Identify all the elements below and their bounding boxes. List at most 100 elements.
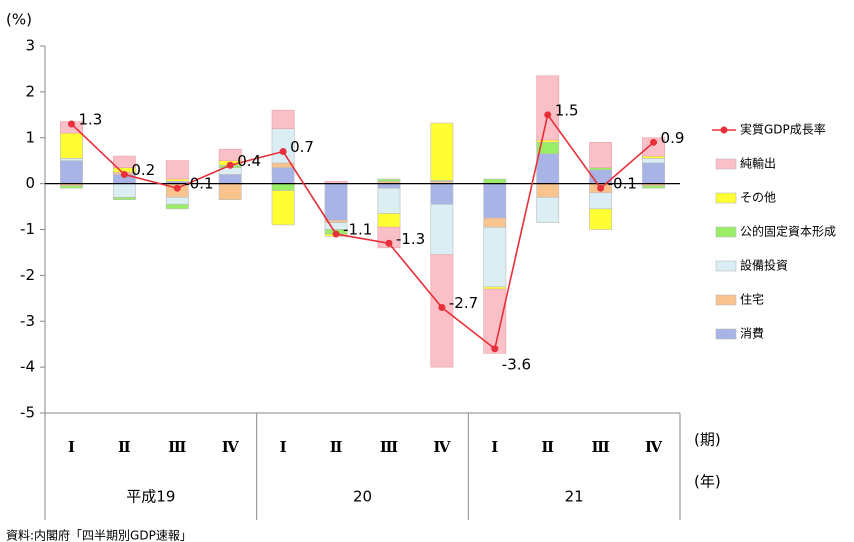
bar-segment xyxy=(483,226,507,288)
line-point xyxy=(544,111,552,119)
value-label: 1.3 xyxy=(78,110,102,128)
bar-segment xyxy=(642,158,665,164)
bar-segment xyxy=(271,167,295,184)
legend-swatch xyxy=(715,294,737,306)
y-tick-label: 3 xyxy=(25,37,35,55)
bar-segment xyxy=(60,132,83,159)
bar-segment xyxy=(165,203,189,210)
bar-segment xyxy=(430,183,454,205)
value-label: -0.1 xyxy=(184,175,213,193)
x-tick-label: Ⅲ xyxy=(168,438,186,456)
bar-segment xyxy=(112,197,136,200)
legend-swatch xyxy=(715,260,737,272)
line-point xyxy=(226,161,234,169)
bar-segment xyxy=(218,148,242,161)
value-label: 0.9 xyxy=(661,129,685,147)
bar-segment xyxy=(165,197,189,205)
bar-segment xyxy=(112,155,136,168)
bar-segment xyxy=(536,183,560,198)
bar-segment xyxy=(324,183,348,221)
value-label: 0.4 xyxy=(237,152,261,170)
bar-segment xyxy=(271,183,295,191)
legend-swatch xyxy=(715,192,737,204)
group-axis-label: (年) xyxy=(694,473,721,491)
line-point xyxy=(67,120,75,128)
bar-segment xyxy=(430,122,454,181)
bar-segment xyxy=(377,183,401,189)
value-label: -0.1 xyxy=(608,175,637,193)
x-tick-label: Ⅲ xyxy=(380,438,398,456)
bar-segment xyxy=(642,155,665,159)
bar-segment xyxy=(165,160,189,180)
line-series xyxy=(70,112,655,351)
bar-segment xyxy=(483,288,507,354)
bar-segment xyxy=(60,185,83,189)
bar-segment xyxy=(60,158,83,161)
legend-label: 実質GDP成長率 xyxy=(740,122,826,137)
y-tick-label: -3 xyxy=(20,312,35,330)
value-label: -3.6 xyxy=(502,355,531,373)
value-label: 0.2 xyxy=(131,161,155,179)
bar-segment xyxy=(60,160,83,184)
x-tick-label: Ⅲ xyxy=(591,438,609,456)
line-point xyxy=(279,148,287,156)
y-tick-label: -5 xyxy=(20,404,35,422)
bar-segment xyxy=(377,187,401,214)
value-label: -1.3 xyxy=(396,230,425,248)
line-point xyxy=(650,138,658,146)
line-point xyxy=(438,303,446,311)
bar-segment xyxy=(589,208,613,230)
bar-segment xyxy=(642,185,665,189)
value-label: -2.7 xyxy=(449,294,478,312)
x-tick-label: Ⅱ xyxy=(541,438,554,456)
legend-label: 消費 xyxy=(740,326,764,341)
x-tick-label: Ⅱ xyxy=(330,438,343,456)
bar-segment xyxy=(483,178,507,184)
line-point xyxy=(173,184,181,192)
y-tick-label: 1 xyxy=(25,128,35,146)
bar-segment xyxy=(377,213,401,228)
y-axis-label: (%) xyxy=(6,11,32,29)
x-tick-label: Ⅳ xyxy=(433,438,451,456)
group-label: 平成19 xyxy=(126,488,175,506)
bar-segment xyxy=(271,190,295,226)
bar-segment xyxy=(536,197,560,223)
bar-segment xyxy=(271,109,295,129)
x-tick-label: Ⅰ xyxy=(280,438,287,456)
value-label: 0.7 xyxy=(290,138,314,156)
bar-segment xyxy=(536,139,560,143)
group-label: 20 xyxy=(353,488,372,506)
line-point xyxy=(491,345,499,353)
bar-segment xyxy=(218,174,242,184)
legend-label: 公的固定資本形成 xyxy=(740,224,836,239)
bar-segment xyxy=(483,217,507,228)
line-point xyxy=(597,184,605,192)
value-label: -1.1 xyxy=(343,221,372,239)
x-tick-label: Ⅰ xyxy=(491,438,498,456)
legend-swatch xyxy=(715,158,737,170)
bar-segment xyxy=(589,167,613,171)
legend-label: 純輸出 xyxy=(740,156,776,171)
legend-label: その他 xyxy=(740,191,776,205)
y-tick-label: -4 xyxy=(20,358,35,376)
bar-segment xyxy=(589,192,613,210)
x-tick-label: Ⅳ xyxy=(645,438,663,456)
y-tick-label: 0 xyxy=(25,174,35,192)
x-axis-label: (期) xyxy=(694,431,721,449)
bar-segment xyxy=(536,75,560,141)
bar-segment xyxy=(536,153,560,184)
y-tick-label: 2 xyxy=(25,82,35,100)
bar-segment xyxy=(112,183,136,198)
value-label: 1.5 xyxy=(555,101,579,119)
bar-segment xyxy=(377,178,401,182)
legend-swatch xyxy=(715,328,737,340)
group-label: 21 xyxy=(565,488,584,506)
x-tick-label: Ⅰ xyxy=(68,438,75,456)
bar-segment xyxy=(218,183,242,200)
y-tick-label: -2 xyxy=(20,266,35,284)
legend-swatch xyxy=(715,226,737,238)
bar-segment xyxy=(430,203,454,256)
legend-label: 住宅 xyxy=(740,292,764,307)
bar-segment xyxy=(483,286,507,290)
